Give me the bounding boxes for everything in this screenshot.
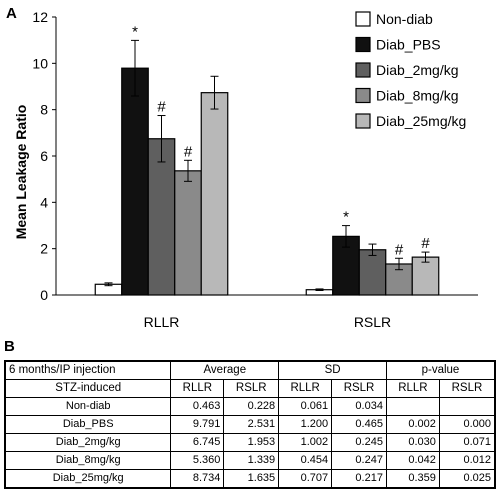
bar: [174, 170, 202, 296]
cell: 0.707: [278, 469, 333, 489]
cell: 1.339: [223, 451, 280, 470]
cell: 9.791: [170, 415, 225, 434]
x-tick-label: RSLR: [354, 314, 391, 330]
cell: 0.030: [385, 433, 440, 452]
cell: 1.635: [223, 469, 280, 489]
header-cell: 6 months/IP injection: [4, 360, 172, 380]
significance-marker: #: [421, 235, 430, 252]
header-cell: p-value: [385, 360, 496, 380]
y-tick-label: 4: [40, 194, 48, 210]
panel-a-label: A: [6, 5, 17, 22]
y-tick-label: 6: [40, 148, 48, 164]
bar: [358, 249, 387, 296]
header-cell: RSLR: [331, 379, 387, 398]
y-tick-label: 10: [32, 55, 48, 71]
legend-swatch: [355, 36, 371, 53]
y-tick-label: 8: [40, 102, 48, 118]
row-label: Non-diab: [4, 397, 172, 416]
significance-marker: #: [395, 241, 404, 258]
header-cell: RLLR: [170, 379, 225, 398]
cell: 0.000: [438, 415, 496, 434]
header-cell: SD: [278, 360, 387, 380]
x-axis: RLLR RSLR: [56, 294, 478, 330]
significance-marker: #: [184, 143, 193, 160]
cell: 0.042: [385, 451, 440, 470]
cell: 0.071: [438, 433, 496, 452]
cell: [438, 397, 496, 416]
cell: 0.465: [331, 415, 387, 434]
y-tick-label: 12: [32, 9, 48, 25]
row-label: Diab_2mg/kg: [4, 433, 172, 452]
bar-chart: A Mean Leakage Ratio 0 2 4 6 8 10 12 * # # * # # RL…: [6, 5, 478, 330]
cell: 6.745: [170, 433, 225, 452]
legend-swatch: [355, 62, 371, 78]
cell: 1.200: [278, 415, 333, 434]
row-label: Diab_8mg/kg: [4, 451, 172, 470]
cell: 0.025: [438, 469, 496, 489]
cell: 0.012: [438, 451, 496, 470]
y-axis-label: Mean Leakage Ratio: [13, 105, 29, 240]
bar: [200, 92, 229, 296]
table-header-row-2: STZ-induced RLLR RSLR RLLR RSLR RLLR RSL…: [4, 379, 496, 398]
header-cell: RLLR: [278, 379, 333, 398]
cell: 0.061: [278, 397, 333, 416]
cell: 8.734: [170, 469, 225, 489]
table-row: Non-diab 0.463 0.228 0.061 0.034: [4, 397, 496, 416]
stats-table: 6 months/IP injection Average SD p-value…: [4, 360, 496, 489]
header-cell: RLLR: [385, 379, 440, 398]
legend-label: Non-diab: [376, 11, 433, 27]
bar: [121, 67, 149, 296]
cell: 1.002: [278, 433, 333, 452]
row-label: Diab_25mg/kg: [4, 469, 172, 489]
y-axis: 0 2 4 6 8 10 12: [32, 9, 57, 303]
header-cell: STZ-induced: [4, 379, 172, 398]
significance-marker: *: [343, 209, 349, 226]
bar: [411, 256, 440, 296]
legend-swatch: [355, 87, 371, 104]
cell: 0.217: [331, 469, 387, 489]
legend: Non-diab Diab_PBS Diab_2mg/kg Diab_8mg/kg Di…: [355, 11, 466, 129]
cell: 0.359: [385, 469, 440, 489]
header-cell: RSLR: [223, 379, 280, 398]
row-label: Diab_PBS: [4, 415, 172, 434]
legend-label: Diab_2mg/kg: [376, 62, 459, 78]
x-tick-label: RLLR: [144, 314, 180, 330]
cell: 0.245: [331, 433, 387, 452]
table-row: Diab_PBS 9.791 2.531 1.200 0.465 0.002 0…: [4, 415, 496, 434]
table-row: Diab_25mg/kg 8.734 1.635 0.707 0.217 0.3…: [4, 469, 496, 489]
panel-b-label: B: [4, 338, 15, 355]
cell: 2.531: [223, 415, 280, 434]
table-row: Diab_2mg/kg 6.745 1.953 1.002 0.245 0.03…: [4, 433, 496, 452]
cell: 5.360: [170, 451, 225, 470]
header-cell: Average: [170, 360, 280, 380]
legend-label: Diab_25mg/kg: [376, 113, 466, 129]
cell: 0.228: [223, 397, 280, 416]
legend-swatch: [355, 11, 371, 27]
header-cell: RSLR: [438, 379, 496, 398]
cell: 0.002: [385, 415, 440, 434]
bars: * # # * # #: [94, 23, 440, 296]
table-header-row-1: 6 months/IP injection Average SD p-value: [4, 360, 496, 380]
table-row: Diab_8mg/kg 5.360 1.339 0.454 0.247 0.04…: [4, 451, 496, 470]
legend-label: Diab_PBS: [376, 37, 441, 53]
y-tick-label: 2: [40, 241, 48, 257]
cell: 1.953: [223, 433, 280, 452]
legend-label: Diab_8mg/kg: [376, 88, 459, 104]
significance-marker: #: [157, 99, 166, 116]
cell: [385, 397, 440, 416]
cell: 0.463: [170, 397, 225, 416]
legend-swatch: [355, 113, 371, 129]
y-tick-label: 0: [40, 287, 48, 303]
cell: 0.247: [331, 451, 387, 470]
significance-marker: *: [132, 23, 138, 40]
cell: 0.034: [331, 397, 387, 416]
cell: 0.454: [278, 451, 333, 470]
